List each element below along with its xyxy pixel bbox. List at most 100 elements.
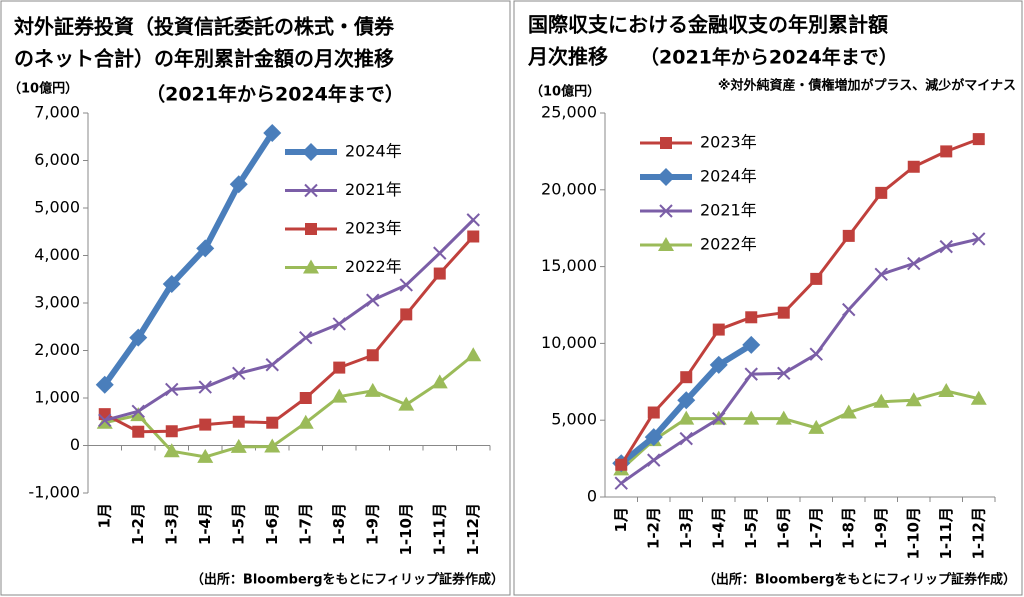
marker bbox=[972, 133, 985, 146]
x-tick-label: 1-5月 bbox=[742, 507, 760, 549]
marker bbox=[232, 366, 246, 381]
series-line bbox=[620, 389, 980, 471]
marker bbox=[297, 414, 314, 429]
panel bbox=[513, 0, 1023, 596]
marker bbox=[467, 230, 480, 243]
marker bbox=[743, 410, 760, 425]
y-tick-label: 4,000 bbox=[34, 245, 80, 264]
marker bbox=[163, 443, 180, 458]
marker bbox=[677, 391, 696, 410]
legend-marker bbox=[657, 168, 675, 186]
marker bbox=[229, 175, 248, 194]
marker bbox=[875, 186, 888, 199]
y-tick-label: 25,000 bbox=[541, 103, 597, 122]
marker bbox=[874, 267, 888, 281]
series-line bbox=[104, 218, 475, 422]
marker bbox=[680, 371, 693, 384]
y-tick-label: 1,000 bbox=[34, 388, 80, 407]
marker bbox=[332, 317, 346, 331]
marker bbox=[466, 213, 480, 227]
legend-label: 2024年 bbox=[700, 167, 757, 186]
marker bbox=[165, 382, 179, 397]
marker bbox=[130, 407, 147, 422]
marker bbox=[840, 404, 857, 419]
x-tick-label: 1-11月 bbox=[937, 507, 955, 560]
chart-title: 対外証券投資（投資信託委託の株式・債券 bbox=[13, 15, 395, 39]
y-tick-label: 7,000 bbox=[34, 103, 80, 122]
marker bbox=[809, 347, 823, 361]
x-tick-label: 1-7月 bbox=[296, 503, 314, 545]
series-line bbox=[620, 237, 980, 485]
marker bbox=[131, 404, 145, 419]
x-tick-label: 1-9月 bbox=[363, 503, 381, 545]
x-tick-label: 1-9月 bbox=[872, 507, 890, 549]
marker bbox=[647, 406, 660, 419]
marker bbox=[465, 347, 482, 362]
chart-title: 国際収支における金融収支の年別累計額 bbox=[528, 13, 888, 37]
chart-title: のネット合計）の年別累計金額の月次推移 bbox=[14, 47, 394, 71]
marker bbox=[366, 293, 380, 307]
x-tick-label: 1-12月 bbox=[969, 507, 987, 560]
marker bbox=[777, 366, 791, 381]
marker bbox=[431, 374, 448, 389]
x-tick-label: 1-8月 bbox=[330, 503, 348, 545]
legend-marker bbox=[302, 143, 320, 161]
series-line bbox=[102, 131, 275, 387]
y-tick-label: 3,000 bbox=[34, 293, 80, 312]
marker bbox=[199, 418, 212, 431]
legend-marker bbox=[303, 259, 319, 274]
y-unit: （10億円） bbox=[530, 84, 600, 100]
marker bbox=[165, 425, 178, 438]
x-tick-label: 1-3月 bbox=[162, 503, 180, 545]
marker bbox=[842, 302, 856, 317]
y-unit: （10億円） bbox=[8, 81, 78, 97]
note: ※対外純資産・債権増加がプラス、減少がマイナス bbox=[718, 78, 1016, 94]
marker bbox=[905, 392, 922, 407]
marker bbox=[232, 415, 245, 428]
marker bbox=[95, 375, 114, 394]
marker bbox=[162, 275, 181, 293]
marker bbox=[907, 256, 921, 271]
marker bbox=[614, 476, 628, 490]
marker bbox=[970, 390, 987, 405]
marker bbox=[644, 428, 663, 447]
marker bbox=[745, 311, 758, 324]
x-tick-label: 1-10月 bbox=[397, 503, 415, 556]
marker bbox=[907, 160, 920, 173]
chart-subtitle: （2021年から2024年まで） bbox=[640, 46, 898, 69]
legend-marker bbox=[305, 223, 317, 235]
legend-label: 2022年 bbox=[345, 257, 402, 276]
y-tick-label: 15,000 bbox=[541, 256, 597, 275]
source: （出所：Bloombergをもとにフィリップ証券作成） bbox=[703, 572, 1016, 588]
legend-marker bbox=[659, 204, 673, 218]
y-tick-label: 0 bbox=[587, 487, 597, 506]
marker bbox=[299, 392, 312, 404]
marker bbox=[972, 232, 986, 246]
marker bbox=[678, 410, 695, 425]
y-tick-label: 5,000 bbox=[34, 198, 80, 217]
marker bbox=[366, 349, 379, 362]
marker bbox=[433, 246, 447, 260]
marker bbox=[299, 330, 313, 345]
marker bbox=[744, 367, 758, 381]
marker bbox=[331, 388, 348, 403]
chart-title: 月次推移 bbox=[527, 45, 608, 69]
marker bbox=[777, 306, 790, 319]
marker bbox=[263, 123, 282, 142]
marker bbox=[615, 458, 628, 471]
marker bbox=[333, 361, 346, 374]
x-tick-label: 1月 bbox=[95, 503, 113, 528]
marker bbox=[940, 145, 953, 158]
marker bbox=[400, 308, 413, 321]
marker bbox=[264, 438, 281, 453]
series-line bbox=[104, 235, 475, 434]
y-tick-label: 5,000 bbox=[551, 410, 597, 429]
marker bbox=[810, 272, 823, 285]
legend-marker bbox=[658, 237, 674, 251]
x-tick-label: 1-12月 bbox=[464, 503, 482, 556]
series-line bbox=[104, 354, 475, 459]
marker bbox=[712, 411, 726, 426]
legend-label: 2023年 bbox=[700, 133, 757, 152]
legend-label: 2021年 bbox=[345, 180, 402, 199]
